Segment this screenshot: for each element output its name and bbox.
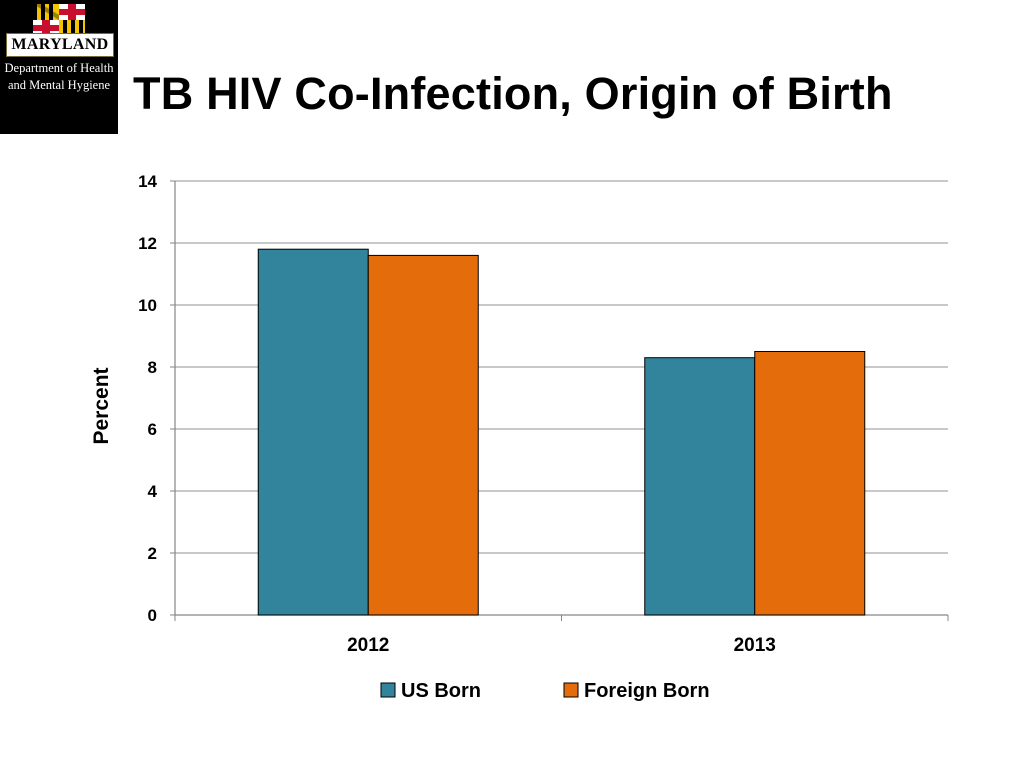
y-axis-label: Percent [90, 367, 113, 444]
logo-line-1: Department of Health [4, 61, 114, 75]
y-tick-label: 8 [148, 358, 157, 377]
bar [367, 254, 479, 616]
y-tick-label: 6 [148, 420, 157, 439]
slide-title: TB HIV Co-Infection, Origin of Birth [133, 68, 893, 119]
legend-swatch [380, 682, 396, 698]
legend-label: US Born [401, 680, 481, 702]
x-tick-label: 2012 [347, 635, 389, 656]
logo-banner: MARYLAND [6, 33, 114, 57]
y-tick-label: 12 [138, 234, 157, 253]
y-tick-label: 4 [148, 482, 158, 501]
legend-swatch [563, 682, 579, 698]
bar [754, 351, 866, 616]
legend-label: Foreign Born [584, 680, 710, 702]
x-tick-label: 2013 [734, 635, 776, 656]
y-tick-label: 0 [148, 606, 157, 625]
y-tick-label: 10 [138, 296, 157, 315]
y-tick-label: 14 [138, 172, 157, 191]
bar [644, 357, 756, 616]
y-tick-label: 2 [148, 544, 157, 563]
mdh-logo: MARYLAND Department of Health and Mental… [0, 0, 118, 134]
maryland-flag-icon [33, 4, 85, 36]
bar [257, 248, 369, 616]
logo-line-2: and Mental Hygiene [7, 78, 111, 92]
